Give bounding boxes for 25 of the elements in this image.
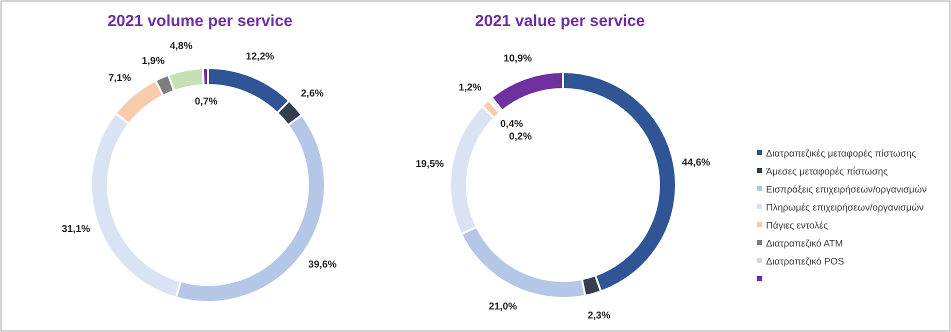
data-label: 7,1%	[108, 73, 132, 84]
data-label: 0,4%	[500, 119, 524, 130]
data-label: 0,7%	[194, 96, 218, 108]
data-label: 44,6%	[682, 158, 710, 169]
data-label: 19,5%	[416, 158, 444, 170]
legend-label: Διατραπεζικό ΑΤΜ	[766, 238, 843, 250]
legend-label: Άμεσες μεταφορές πίστωσης	[766, 166, 888, 178]
chart-title: 2021 volume per service	[107, 13, 293, 30]
legend-label: Διατραπεζικές μεταφορές πίστωσης	[766, 148, 917, 160]
data-label: 21,0%	[488, 301, 518, 312]
data-label: 12,2%	[246, 52, 274, 63]
data-label: 2,6%	[300, 88, 324, 100]
data-label: 1,2%	[458, 82, 482, 94]
legend-label: Διατραπεζικό POS	[766, 256, 844, 268]
data-label: 4,8%	[170, 40, 193, 52]
chart-title: 2021 value per service	[475, 13, 646, 30]
data-label: 0,2%	[508, 131, 532, 142]
data-label: 2,3%	[588, 310, 610, 322]
data-label: 31,1%	[62, 224, 90, 235]
data-label: 1,9%	[142, 56, 165, 67]
legend-label: Πληρωμές επιχειρήσεων/οργανισμών	[766, 202, 924, 214]
legend-label: Εισπράξεις επιχειρήσεων/οργανισμών	[766, 184, 927, 196]
data-label: 39,6%	[308, 259, 337, 270]
legend-label: Πάγιες εντολές	[766, 220, 828, 232]
data-label: 10,9%	[504, 53, 532, 64]
